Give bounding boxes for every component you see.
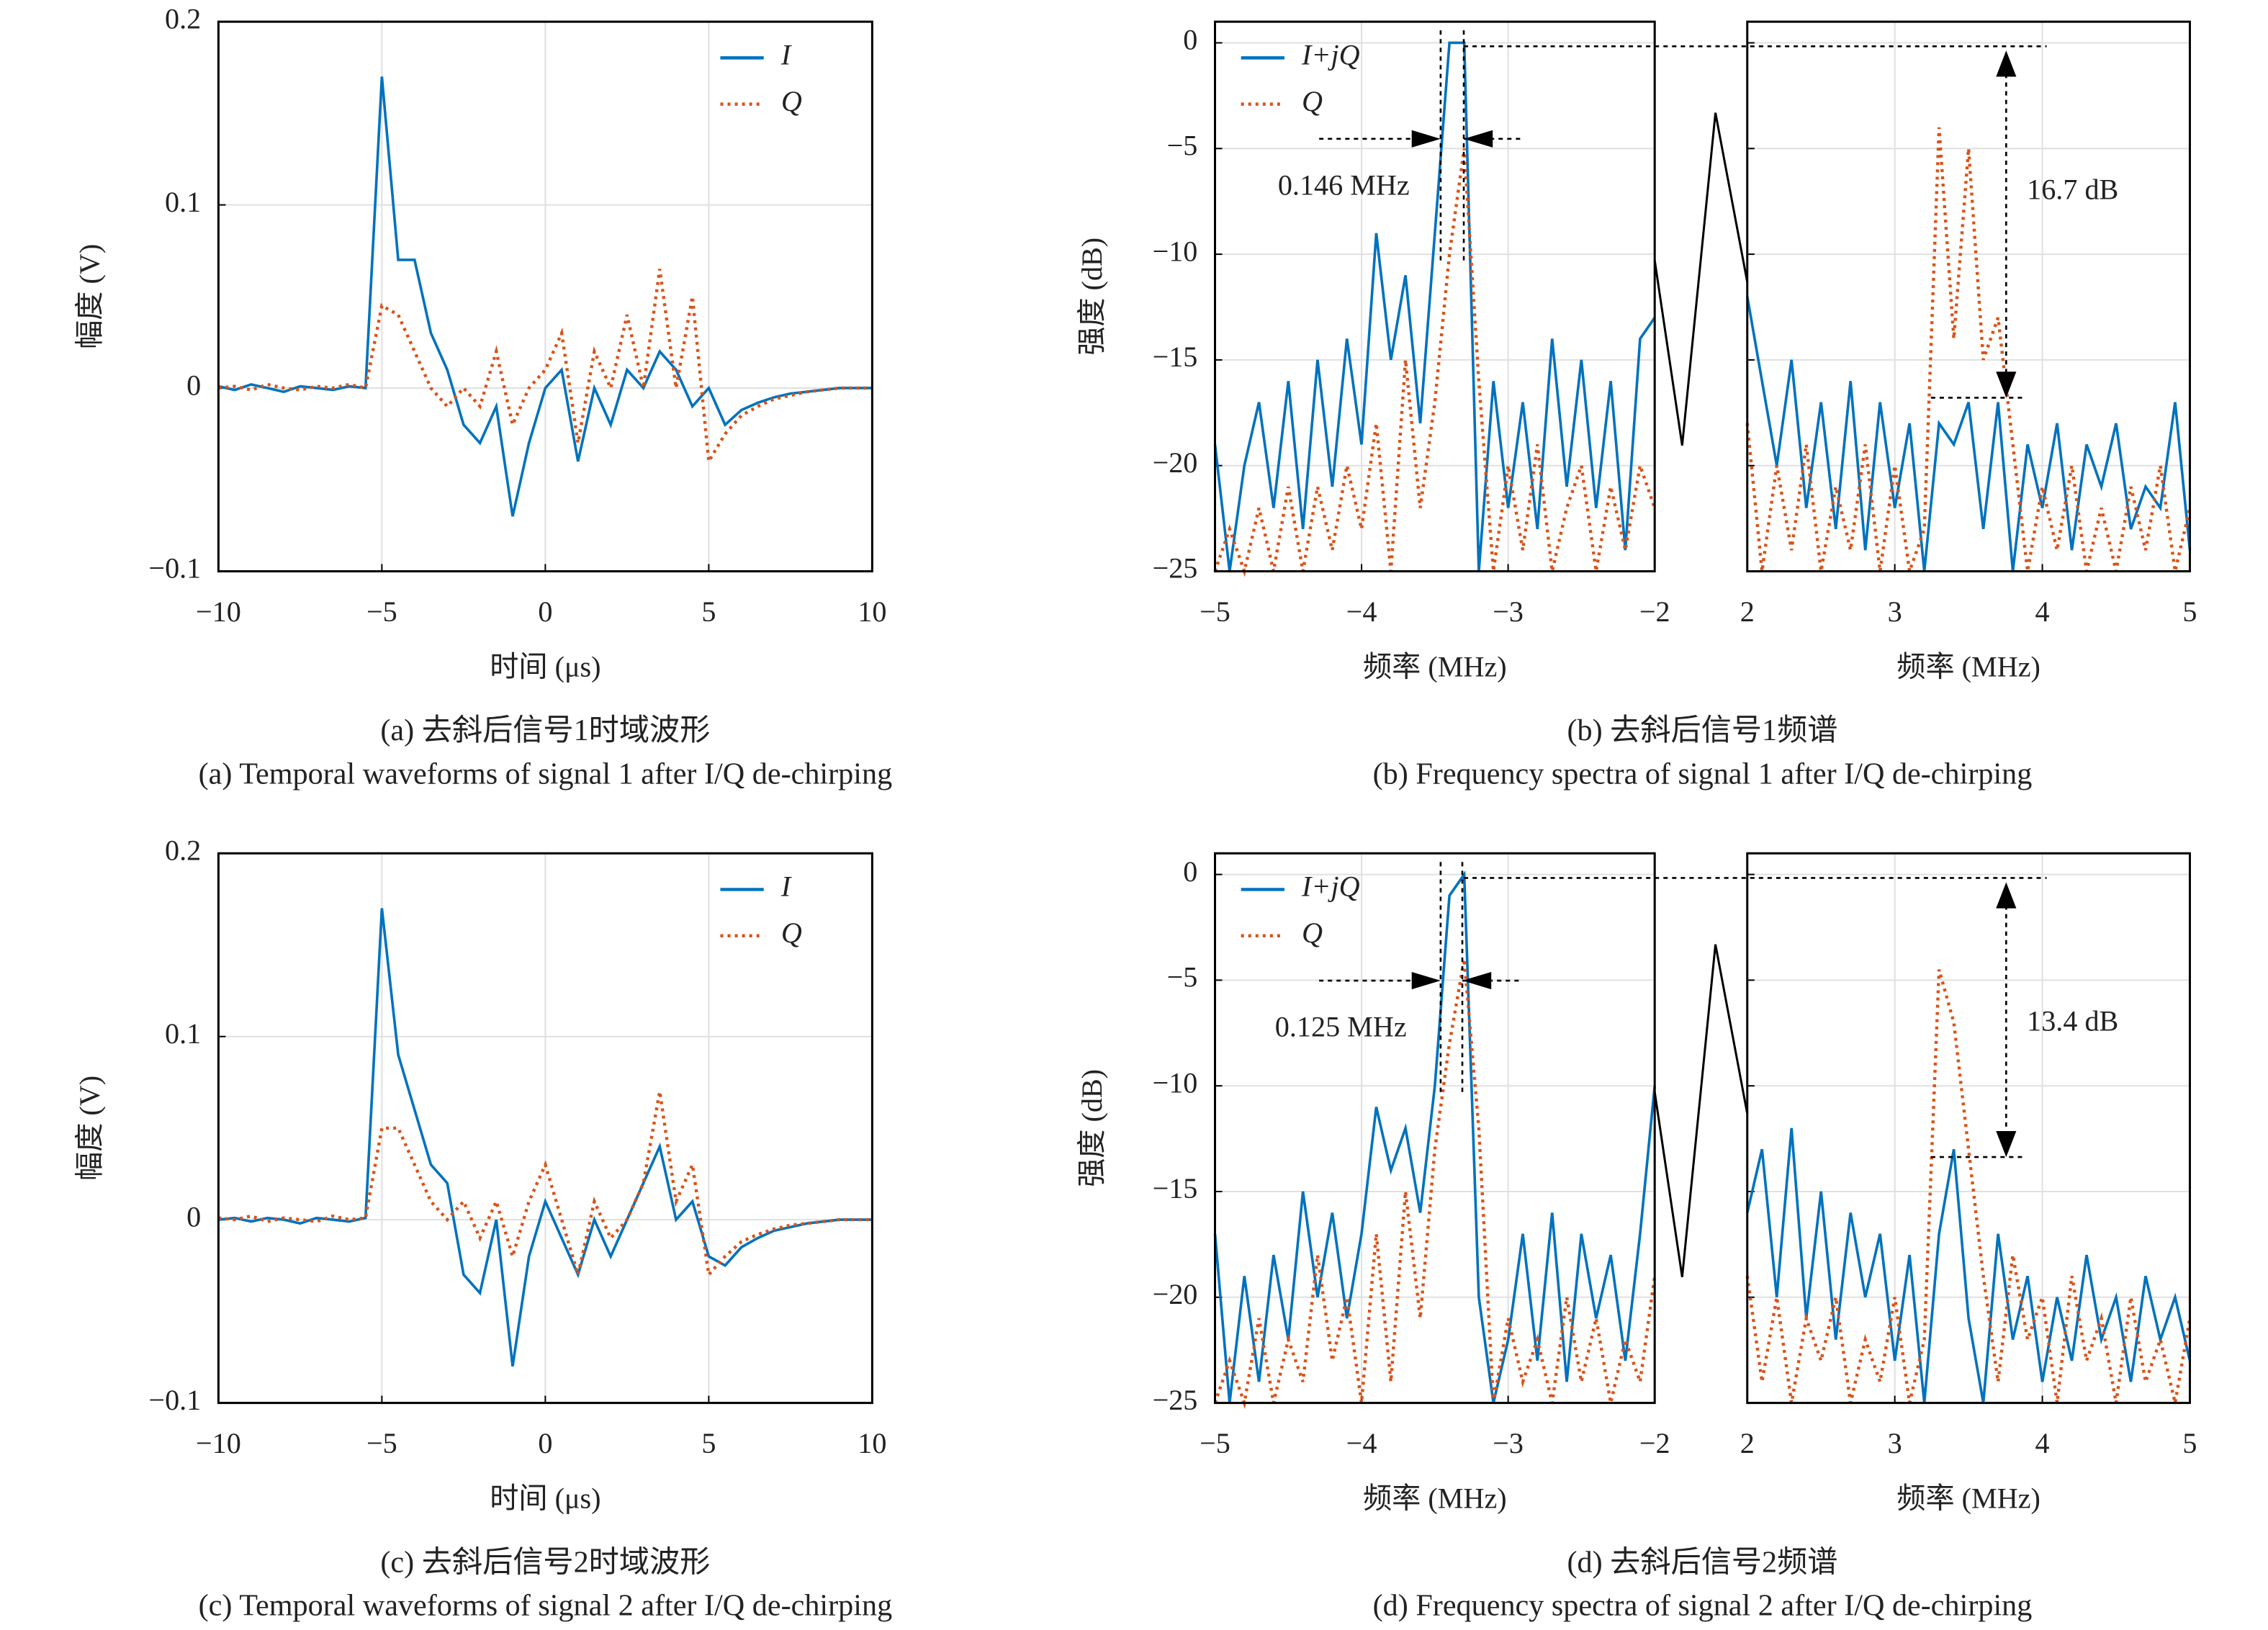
annotation: 16.7 dB [2027,173,2118,205]
x-tick-label: 0 [538,1427,552,1459]
x-tick-label: −5 [1200,595,1230,628]
data-line [1213,148,1657,577]
y-axis-label: 幅度 (V) [73,1076,106,1181]
y-tick-label: 0.1 [165,1017,201,1050]
y-tick-label: 0 [186,369,201,401]
legend-label: I [780,39,792,71]
data-line [1745,296,2192,572]
caption: (a) Temporal waveforms of signal 1 after… [199,757,893,791]
axis-break [1653,944,1749,1278]
x-tick-label: 10 [858,595,886,628]
legend-label: Q [781,917,802,949]
y-tick-label: −20 [1153,1278,1198,1310]
y-tick-label: 0 [186,1200,201,1233]
y-tick-label: −15 [1153,1172,1198,1205]
caption: (b) 去斜后信号1频谱 [1567,713,1837,747]
data-line [217,76,873,517]
legend-label: Q [1302,917,1323,949]
x-tick-label: −10 [196,1427,241,1459]
plot-frame [217,20,873,573]
data-line [218,1091,873,1282]
annotation: 0.125 MHz [1275,1011,1407,1043]
data-line [1746,1127,2192,1403]
x-axis-label: 频率 (MHz) [1896,1482,2040,1514]
x-tick-label: −3 [1493,1427,1524,1459]
arrow-head [1411,971,1492,990]
x-tick-label: 5 [2182,1427,2197,1459]
x-tick-label: 5 [701,1427,716,1459]
x-tick-label: −2 [1639,1427,1670,1459]
plot-frame [1213,852,1656,1405]
y-tick-label: −0.1 [148,552,201,585]
x-tick-label: 5 [2182,595,2197,628]
caption: (c) Temporal waveforms of signal 2 after… [199,1589,893,1623]
x-tick-label: −4 [1346,1427,1377,1459]
x-tick-label: −3 [1493,595,1524,628]
y-tick-label: −15 [1153,341,1198,373]
x-tick-label: −10 [196,595,241,628]
x-axis-label: 时间 (μs) [490,650,600,683]
caption: (c) 去斜后信号2时域波形 [380,1545,710,1579]
annotation: 0.146 MHz [1278,168,1410,201]
x-axis-label: 频率 (MHz) [1363,1482,1507,1514]
x-tick-label: 5 [701,595,716,628]
caption: (d) Frequency spectra of signal 2 after … [1373,1589,2033,1623]
axis-break [1653,112,1749,446]
y-axis-label: 强度 (dB) [1076,238,1108,356]
y-tick-label: −0.1 [148,1384,201,1416]
legend-label: I+jQ [1301,870,1360,903]
plot-frame [217,852,873,1405]
x-tick-label: 4 [2035,595,2050,628]
x-tick-label: −5 [366,595,397,628]
caption: (b) Frequency spectra of signal 1 after … [1373,757,2033,791]
x-tick-label: 0 [538,595,552,628]
x-tick-label: 2 [1740,595,1755,628]
y-tick-label: −5 [1167,130,1198,162]
x-tick-label: −4 [1346,595,1377,628]
x-tick-label: 2 [1740,1427,1755,1459]
legend-label: Q [1302,85,1323,117]
caption: (a) 去斜后信号1时域波形 [380,713,710,747]
y-tick-label: 0 [1183,855,1197,888]
x-axis-label: 频率 (MHz) [1363,650,1507,683]
arrow-head [1411,130,1493,148]
legend-label: Q [781,85,802,117]
y-tick-label: −5 [1167,961,1198,994]
y-axis-label: 强度 (dB) [1076,1069,1108,1187]
y-tick-label: 0 [1183,24,1197,56]
annotation: 13.4 dB [2027,1005,2118,1037]
y-axis-label: 幅度 (V) [73,244,106,349]
x-tick-label: 4 [2035,1427,2050,1459]
y-tick-label: 0.2 [165,834,201,866]
y-tick-label: −20 [1153,446,1198,479]
x-tick-label: −5 [366,1427,397,1459]
x-tick-label: 10 [858,1427,886,1459]
y-tick-label: −25 [1153,552,1198,585]
y-tick-label: 0.1 [165,186,201,218]
y-tick-label: 0.2 [165,2,201,35]
plot-frame [1213,20,1656,573]
legend-label: I [780,870,792,903]
data-line [1213,958,1657,1410]
data-line [218,269,873,467]
caption: (d) 去斜后信号2频谱 [1567,1545,1837,1579]
plot-frame [1746,852,2191,1405]
x-tick-label: −5 [1200,1427,1230,1459]
x-axis-label: 频率 (MHz) [1896,650,2040,683]
data-line [1745,127,2192,572]
y-tick-label: −10 [1153,1066,1198,1099]
legend-label: I+jQ [1301,39,1360,71]
x-axis-label: 时间 (μs) [490,1482,600,1514]
x-tick-label: 3 [1888,595,1902,628]
plot-frame [1746,20,2191,573]
data-line [1213,41,1656,572]
data-line [1213,870,1656,1404]
y-tick-label: −10 [1153,235,1198,267]
x-tick-label: 3 [1888,1427,1902,1459]
y-tick-label: −25 [1153,1384,1198,1416]
x-tick-label: −2 [1639,595,1670,628]
